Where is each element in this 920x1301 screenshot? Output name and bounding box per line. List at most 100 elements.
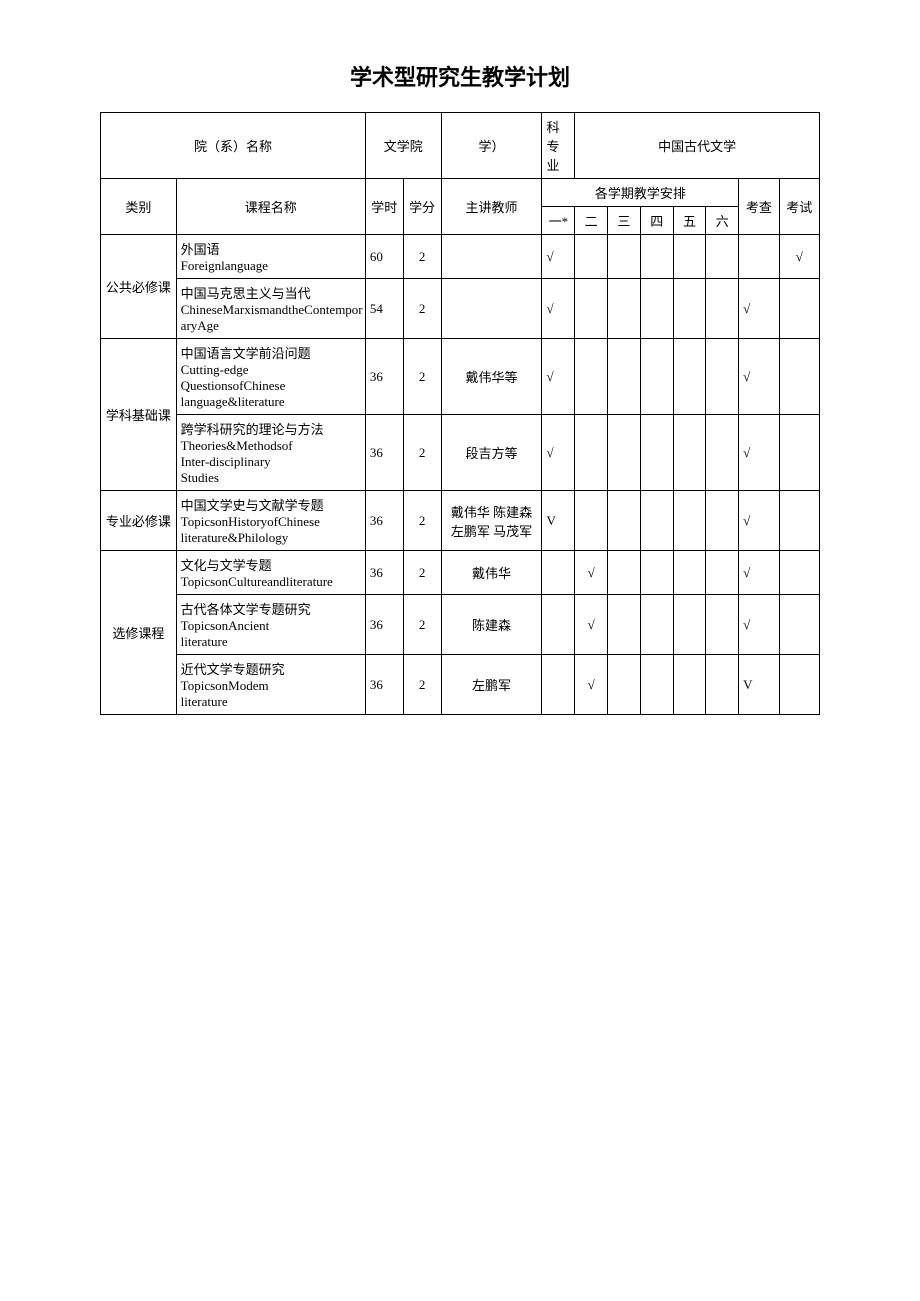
sem6-cell: [706, 655, 739, 715]
dept-label: 院（系）名称: [101, 113, 366, 179]
kaoshi-cell: [779, 415, 819, 491]
hours-cell: 36: [365, 415, 403, 491]
hdr-teacher: 主讲教师: [441, 179, 542, 235]
sem1-cell: [542, 551, 575, 595]
kaoshi-cell: [779, 551, 819, 595]
sem2-cell: [575, 235, 608, 279]
credit-cell: 2: [403, 339, 441, 415]
subject-label-1: 学）: [441, 113, 542, 179]
course-cell: 近代文学专题研究TopicsonModemliterature: [176, 655, 365, 715]
sem1-cell: √: [542, 235, 575, 279]
teacher-cell: 陈建森: [441, 595, 542, 655]
hdr-sem-4: 四: [640, 207, 673, 235]
hdr-credit: 学分: [403, 179, 441, 235]
hours-cell: 60: [365, 235, 403, 279]
sem5-cell: [673, 551, 706, 595]
kaoshi-cell: [779, 655, 819, 715]
table-row: 公共必修课外国语Foreignlanguage602√√: [101, 235, 820, 279]
hours-cell: 36: [365, 491, 403, 551]
teacher-cell: 左鹏军: [441, 655, 542, 715]
hdr-kaoshi: 考试: [779, 179, 819, 235]
category-cell: 公共必修课: [101, 235, 177, 339]
table-row: 古代各体文学专题研究TopicsonAncientliterature362陈建…: [101, 595, 820, 655]
teacher-cell: 戴伟华等: [441, 339, 542, 415]
course-cell: 中国文学史与文献学专题TopicsonHistoryofChineseliter…: [176, 491, 365, 551]
credit-cell: 2: [403, 279, 441, 339]
hours-cell: 36: [365, 595, 403, 655]
hdr-sem-1: 一*: [542, 207, 575, 235]
credit-cell: 2: [403, 415, 441, 491]
kaocha-cell: √: [739, 491, 779, 551]
sem2-cell: √: [575, 551, 608, 595]
sem2-cell: √: [575, 595, 608, 655]
teacher-cell: 段吉方等: [441, 415, 542, 491]
hdr-sem-6: 六: [706, 207, 739, 235]
hours-cell: 36: [365, 339, 403, 415]
hdr-course: 课程名称: [176, 179, 365, 235]
sem3-cell: [608, 415, 641, 491]
kaoshi-cell: [779, 491, 819, 551]
sem5-cell: [673, 491, 706, 551]
category-cell: 选修课程: [101, 551, 177, 715]
hdr-sem-2: 二: [575, 207, 608, 235]
teacher-cell: [441, 279, 542, 339]
kaocha-cell: √: [739, 415, 779, 491]
curriculum-table: 院（系）名称文学院学）科专业中国古代文学类别课程名称学时学分主讲教师各学期教学安…: [100, 112, 820, 715]
sem1-cell: √: [542, 339, 575, 415]
sem6-cell: [706, 415, 739, 491]
hdr-semesters: 各学期教学安排: [542, 179, 739, 207]
kaoshi-cell: [779, 595, 819, 655]
credit-cell: 2: [403, 655, 441, 715]
credit-cell: 2: [403, 551, 441, 595]
sem2-cell: [575, 491, 608, 551]
kaocha-cell: V: [739, 655, 779, 715]
course-cell: 中国语言文学前沿问题Cutting-edgeQuestionsofChinese…: [176, 339, 365, 415]
sem5-cell: [673, 415, 706, 491]
sem1-cell: V: [542, 491, 575, 551]
credit-cell: 2: [403, 491, 441, 551]
sem5-cell: [673, 595, 706, 655]
sem3-cell: [608, 491, 641, 551]
subject-value: 中国古代文学: [575, 113, 820, 179]
sem4-cell: [640, 595, 673, 655]
table-row: 跨学科研究的理论与方法Theories&MethodsofInter-disci…: [101, 415, 820, 491]
course-cell: 外国语Foreignlanguage: [176, 235, 365, 279]
sem4-cell: [640, 339, 673, 415]
kaoshi-cell: √: [779, 235, 819, 279]
dept-value: 文学院: [365, 113, 441, 179]
hdr-category: 类别: [101, 179, 177, 235]
hdr-kaocha: 考查: [739, 179, 779, 235]
sem6-cell: [706, 491, 739, 551]
subject-label-2: 科专业: [542, 113, 575, 179]
sem1-cell: [542, 655, 575, 715]
sem4-cell: [640, 415, 673, 491]
hdr-hours: 学时: [365, 179, 403, 235]
sem5-cell: [673, 339, 706, 415]
hours-cell: 36: [365, 551, 403, 595]
kaocha-cell: √: [739, 279, 779, 339]
hdr-sem-3: 三: [608, 207, 641, 235]
credit-cell: 2: [403, 595, 441, 655]
teacher-cell: 戴伟华 陈建森 左鹏军 马茂军: [441, 491, 542, 551]
teacher-cell: 戴伟华: [441, 551, 542, 595]
page-title: 学术型研究生教学计划: [100, 60, 820, 92]
sem3-cell: [608, 339, 641, 415]
sem6-cell: [706, 235, 739, 279]
sem1-cell: [542, 595, 575, 655]
sem1-cell: √: [542, 415, 575, 491]
course-cell: 古代各体文学专题研究TopicsonAncientliterature: [176, 595, 365, 655]
sem2-cell: [575, 415, 608, 491]
sem5-cell: [673, 279, 706, 339]
credit-cell: 2: [403, 235, 441, 279]
sem3-cell: [608, 235, 641, 279]
kaocha-cell: [739, 235, 779, 279]
sem2-cell: √: [575, 655, 608, 715]
course-cell: 中国马克思主义与当代ChineseMarxismandtheContempora…: [176, 279, 365, 339]
kaoshi-cell: [779, 279, 819, 339]
table-row: 专业必修课中国文学史与文献学专题TopicsonHistoryofChinese…: [101, 491, 820, 551]
table-row: 近代文学专题研究TopicsonModemliterature362左鹏军 √ V: [101, 655, 820, 715]
sem4-cell: [640, 279, 673, 339]
hours-cell: 36: [365, 655, 403, 715]
kaocha-cell: √: [739, 339, 779, 415]
sem6-cell: [706, 279, 739, 339]
